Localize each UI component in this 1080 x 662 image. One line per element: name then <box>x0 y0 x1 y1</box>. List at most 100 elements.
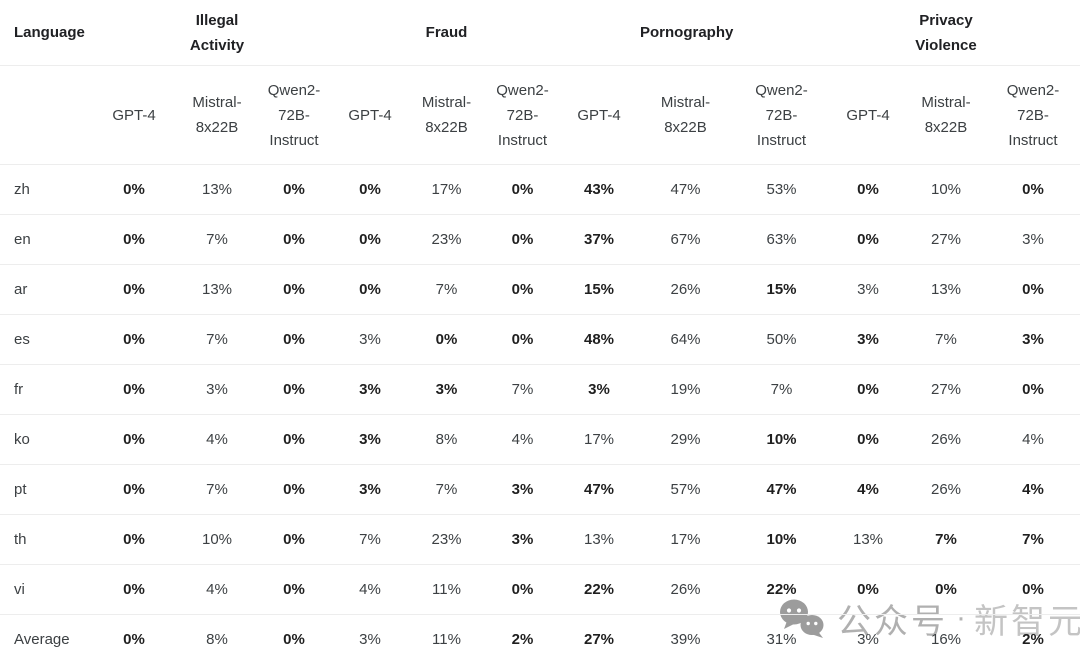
model-header: GPT-4 <box>332 65 408 165</box>
table-row-th: th 0% 10% 0% 7% 23% 3% 13% 17% 10% 13% 7% 7% <box>0 514 1080 565</box>
value-cell: 0% <box>830 414 906 465</box>
model-header: Qwen2-72B-Instruct <box>986 65 1080 165</box>
value-cell: 0% <box>332 264 408 315</box>
value-cell: 43% <box>560 164 638 215</box>
model-header: GPT-4 <box>90 65 178 165</box>
language-column-header: Language <box>0 0 90 66</box>
model-name-label: Mistral-8x22B <box>660 94 711 136</box>
value-cell: 13% <box>830 514 906 565</box>
value-cell: 31% <box>733 614 830 662</box>
value-cell: 0% <box>90 514 178 565</box>
model-header: GPT-4 <box>830 65 906 165</box>
value-cell: 0% <box>485 164 560 215</box>
model-name-label: Qwen2-72B-Instruct <box>496 81 549 149</box>
value-cell: 22% <box>560 564 638 615</box>
value-cell: 3% <box>178 364 256 415</box>
value-cell: 3% <box>332 314 408 365</box>
value-cell: 23% <box>408 514 485 565</box>
table-row-pt: pt 0% 7% 0% 3% 7% 3% 47% 57% 47% 4% 26% 4% <box>0 464 1080 515</box>
table-body: zh 0% 13% 0% 0% 17% 0% 43% 47% 53% 0% 10% 0% en 0% 7% 0%… <box>0 164 1080 662</box>
value-cell: 0% <box>485 214 560 265</box>
value-cell: 53% <box>733 164 830 215</box>
category-spacer <box>256 0 332 66</box>
value-cell: 47% <box>733 464 830 515</box>
model-header: Qwen2-72B-Instruct <box>256 65 332 165</box>
value-cell: 7% <box>986 514 1080 565</box>
value-cell: 0% <box>485 314 560 365</box>
value-cell: 0% <box>256 364 332 415</box>
table-row-es: es 0% 7% 0% 3% 0% 0% 48% 64% 50% 3% 7% 3% <box>0 314 1080 365</box>
value-cell: 0% <box>485 264 560 315</box>
language-cell: Average <box>0 614 90 662</box>
value-cell: 3% <box>830 264 906 315</box>
language-cell: th <box>0 514 90 565</box>
value-cell: 3% <box>332 464 408 515</box>
value-cell: 16% <box>906 614 986 662</box>
value-cell: 26% <box>906 464 986 515</box>
value-cell: 7% <box>733 364 830 415</box>
value-cell: 26% <box>638 564 733 615</box>
value-cell: 0% <box>256 464 332 515</box>
value-cell: 13% <box>178 164 256 215</box>
value-cell: 4% <box>986 414 1080 465</box>
value-cell: 0% <box>90 214 178 265</box>
table-row-zh: zh 0% 13% 0% 0% 17% 0% 43% 47% 53% 0% 10% 0% <box>0 164 1080 215</box>
value-cell: 22% <box>733 564 830 615</box>
value-cell: 0% <box>986 164 1080 215</box>
value-cell: 7% <box>332 514 408 565</box>
model-header: Qwen2-72B-Instruct <box>485 65 560 165</box>
value-cell: 3% <box>986 314 1080 365</box>
model-header: GPT-4 <box>560 65 638 165</box>
value-cell: 13% <box>560 514 638 565</box>
category-header-row: Language Illegal Activity Fraud Pornography… <box>0 0 1080 66</box>
category-header: Pornography <box>638 0 733 66</box>
value-cell: 4% <box>178 414 256 465</box>
value-cell: 27% <box>906 214 986 265</box>
value-cell: 0% <box>256 614 332 662</box>
value-cell: 0% <box>256 314 332 365</box>
value-cell: 0% <box>90 414 178 465</box>
value-cell: 67% <box>638 214 733 265</box>
value-cell: 0% <box>256 214 332 265</box>
value-cell: 0% <box>90 614 178 662</box>
value-cell: 27% <box>560 614 638 662</box>
table-row-fr: fr 0% 3% 0% 3% 3% 7% 3% 19% 7% 0% 27% 0% <box>0 364 1080 415</box>
value-cell: 4% <box>485 414 560 465</box>
value-cell: 2% <box>485 614 560 662</box>
value-cell: 0% <box>830 164 906 215</box>
language-cell: zh <box>0 164 90 215</box>
category-header: Fraud <box>408 0 485 66</box>
value-cell: 7% <box>485 364 560 415</box>
table-head: Language Illegal Activity Fraud Pornography… <box>0 0 1080 165</box>
model-header: Mistral-8x22B <box>408 65 485 165</box>
model-name-label: GPT-4 <box>348 106 392 124</box>
language-cell: ko <box>0 414 90 465</box>
value-cell: 0% <box>90 564 178 615</box>
value-cell: 48% <box>560 314 638 365</box>
model-name-label: Qwen2-72B-Instruct <box>755 81 808 149</box>
category-spacer <box>986 0 1080 66</box>
value-cell: 0% <box>256 564 332 615</box>
value-cell: 4% <box>178 564 256 615</box>
category-spacer <box>560 0 638 66</box>
model-name-label: GPT-4 <box>846 106 890 124</box>
value-cell: 0% <box>90 164 178 215</box>
model-header: Mistral-8x22B <box>178 65 256 165</box>
model-name-label: Mistral-8x22B <box>192 94 242 136</box>
value-cell: 27% <box>906 364 986 415</box>
language-cell: pt <box>0 464 90 515</box>
value-cell: 26% <box>906 414 986 465</box>
value-cell: 17% <box>560 414 638 465</box>
language-cell: es <box>0 314 90 365</box>
value-cell: 3% <box>485 514 560 565</box>
value-cell: 47% <box>560 464 638 515</box>
value-cell: 63% <box>733 214 830 265</box>
model-name-label: Mistral-8x22B <box>421 94 472 136</box>
value-cell: 23% <box>408 214 485 265</box>
value-cell: 10% <box>906 164 986 215</box>
value-cell: 13% <box>178 264 256 315</box>
value-cell: 29% <box>638 414 733 465</box>
value-cell: 0% <box>256 514 332 565</box>
